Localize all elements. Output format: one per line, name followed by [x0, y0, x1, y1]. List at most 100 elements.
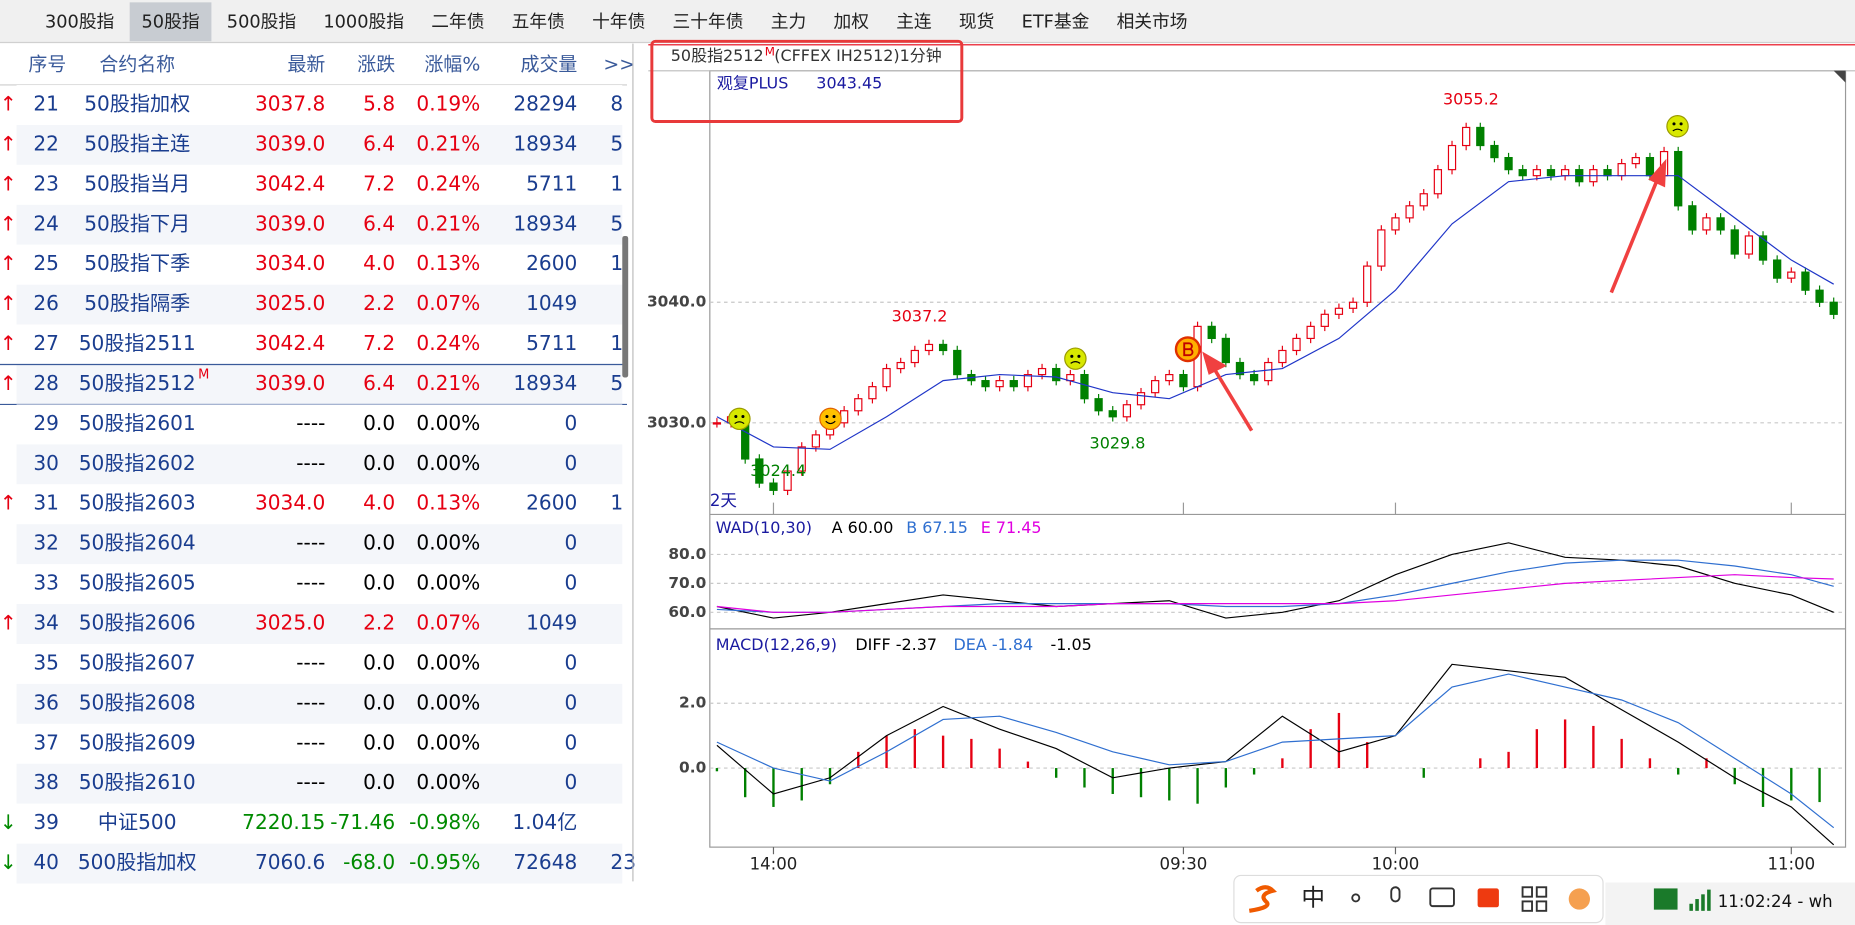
- column-header[interactable]: 涨跌: [357, 53, 395, 75]
- contract-name[interactable]: 50股指2605: [79, 571, 196, 595]
- contract-name[interactable]: 50股指下季: [84, 251, 190, 275]
- candle-body: [1716, 217, 1725, 231]
- apps-icon[interactable]: [1535, 886, 1548, 898]
- tab[interactable]: 300股指: [45, 11, 114, 32]
- candle-body: [1546, 169, 1556, 177]
- tab[interactable]: 五年债: [512, 11, 565, 32]
- x-tick-label: 10:00: [1372, 854, 1420, 873]
- more-column: 5: [610, 131, 623, 155]
- contract-name[interactable]: 50股指2602: [79, 451, 196, 475]
- mic-icon[interactable]: [1390, 886, 1401, 903]
- arrow-head: [1202, 351, 1227, 375]
- system-tray: [1605, 882, 1855, 925]
- candle-body: [783, 470, 792, 491]
- trend-arrow: ↑: [0, 171, 17, 195]
- contract-name[interactable]: 50股指当月: [84, 171, 190, 195]
- contract-name[interactable]: 50股指2601: [79, 411, 196, 435]
- apps-icon[interactable]: [1535, 900, 1548, 912]
- contract-name[interactable]: 50股指2511: [79, 331, 196, 355]
- last-price: ----: [296, 770, 325, 794]
- tab[interactable]: ETF基金: [1022, 11, 1090, 32]
- apps-icon[interactable]: [1521, 900, 1533, 912]
- candle-body: [1391, 217, 1400, 231]
- tab[interactable]: 相关市场: [1117, 11, 1188, 32]
- candle-body: [1292, 337, 1301, 352]
- y-tick-label: 3030.0: [647, 413, 706, 431]
- contract-name[interactable]: 50股指下月: [84, 211, 190, 235]
- scrollbar[interactable]: [622, 235, 629, 378]
- column-header[interactable]: 最新: [288, 53, 326, 75]
- tab-bar: [0, 0, 1855, 43]
- candle-body: [868, 386, 877, 400]
- change-percent: 0.13%: [416, 491, 480, 515]
- contract-name[interactable]: 50股指2607: [79, 650, 196, 674]
- candle-body: [1518, 169, 1527, 177]
- candle-body: [1348, 301, 1358, 309]
- contract-name[interactable]: 50股指2609: [79, 730, 196, 754]
- candle-body: [1631, 157, 1640, 165]
- last-price: 7220.15: [242, 810, 325, 834]
- row-bg: [16, 524, 623, 565]
- candle-body: [1094, 398, 1103, 412]
- candle-body: [1787, 271, 1796, 279]
- tray-icon[interactable]: [1653, 888, 1678, 910]
- y-tick-label: 70.0: [668, 574, 706, 592]
- contract-name[interactable]: 50股指2603: [79, 491, 196, 515]
- tab[interactable]: 主力: [771, 11, 807, 32]
- candle-body: [1363, 265, 1372, 303]
- change-percent: 0.21%: [416, 131, 480, 155]
- tab[interactable]: 二年债: [431, 11, 484, 32]
- tab[interactable]: 现货: [959, 11, 995, 32]
- y-tick-label: 3040.0: [647, 293, 706, 311]
- change: -68.0: [343, 850, 395, 874]
- contract-name[interactable]: 50股指2610: [79, 770, 196, 794]
- x-tick-label: 14:00: [750, 854, 798, 873]
- candle-body: [1377, 229, 1386, 267]
- change: 5.8: [363, 92, 395, 116]
- tab[interactable]: 加权: [833, 11, 869, 32]
- contract-name[interactable]: 中证500: [98, 810, 177, 834]
- tab[interactable]: 主连: [896, 11, 932, 32]
- change: 2.2: [363, 291, 395, 315]
- ime-mode[interactable]: 中: [1301, 884, 1325, 912]
- series-label: E 71.45: [981, 518, 1042, 537]
- change: 0.0: [363, 730, 395, 754]
- tab[interactable]: 1000股指: [323, 11, 404, 32]
- row-bg: [16, 444, 623, 485]
- column-header[interactable]: 合约名称: [99, 53, 175, 75]
- contract-name[interactable]: 500股指加权: [78, 850, 197, 874]
- volume: 2600: [526, 491, 577, 515]
- change-percent: 0.24%: [416, 331, 480, 355]
- apps-icon[interactable]: [1521, 886, 1533, 898]
- tab[interactable]: 三十年债: [673, 11, 744, 32]
- contract-name[interactable]: 50股指主连: [84, 131, 190, 155]
- indicator-value: 3043.45: [816, 73, 882, 92]
- candle-body: [1744, 235, 1754, 255]
- tab[interactable]: 500股指: [227, 11, 296, 32]
- contract-name[interactable]: 50股指2606: [79, 611, 196, 635]
- row-bg: [16, 85, 623, 125]
- column-header[interactable]: 成交量: [521, 53, 578, 75]
- row-bg: [16, 843, 623, 884]
- row-number: 40: [33, 850, 59, 874]
- column-header[interactable]: >>: [603, 53, 635, 75]
- skin-icon[interactable]: [1477, 888, 1499, 908]
- punct-icon[interactable]: [1351, 893, 1361, 903]
- volume: 0: [565, 571, 578, 595]
- tab[interactable]: 十年债: [592, 11, 645, 32]
- macd-line: [716, 663, 1835, 846]
- tab[interactable]: 50股指: [142, 11, 200, 32]
- last-price: 7060.6: [255, 850, 325, 874]
- mascot-icon[interactable]: [1568, 888, 1590, 910]
- contract-name[interactable]: 50股指2608: [79, 690, 196, 714]
- contract-name[interactable]: 50股指2512: [79, 371, 196, 395]
- ime-logo[interactable]: [1248, 885, 1277, 913]
- signal-icons: [728, 115, 1689, 431]
- column-header[interactable]: 涨幅%: [425, 53, 481, 75]
- row-bg: [16, 244, 623, 285]
- contract-name[interactable]: 50股指2604: [79, 531, 196, 555]
- contract-name[interactable]: 50股指加权: [84, 92, 190, 116]
- keyboard-icon[interactable]: [1429, 887, 1455, 908]
- column-header[interactable]: 序号: [28, 53, 66, 75]
- contract-name[interactable]: 50股指隔季: [84, 291, 190, 315]
